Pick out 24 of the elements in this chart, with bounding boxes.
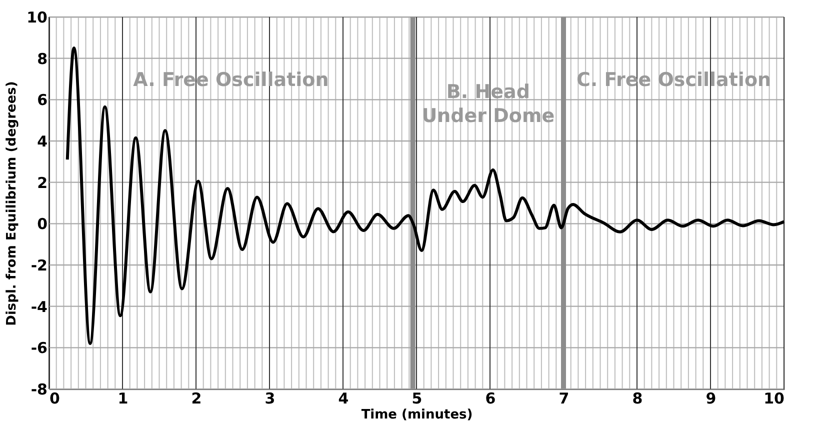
y-axis-title: Displ. from Equilibrium (degrees) (4, 81, 20, 326)
x-tick-label: 4 (338, 390, 349, 408)
y-tick-label: -6 (30, 339, 48, 358)
x-tick-label: 8 (632, 390, 643, 408)
x-tick-label: 2 (191, 390, 202, 408)
y-tick-label: 8 (37, 50, 48, 68)
x-tick-label: 7 (558, 390, 570, 408)
y-tick-label: -8 (30, 380, 48, 398)
x-tick-label: 6 (485, 390, 496, 408)
x-tick-label: 0 (50, 390, 60, 408)
x-axis-title: Time (minutes) (361, 408, 473, 422)
y-tick-label: 0 (37, 215, 48, 234)
y-tick-label: 2 (37, 174, 48, 192)
y-tick-label: 4 (37, 132, 48, 150)
y-tick-label: -2 (30, 256, 48, 274)
y-tick-label: 6 (37, 91, 48, 110)
x-tick-label: 9 (706, 390, 716, 408)
line-series (66, 46, 786, 346)
x-tick-label: 3 (264, 390, 276, 408)
x-tick-label: 10 (764, 390, 784, 408)
y-tick-label: -4 (30, 298, 48, 316)
x-tick-label: 1 (118, 390, 128, 408)
y-tick-label: 10 (26, 8, 48, 26)
x-tick-label: 5 (412, 390, 422, 408)
